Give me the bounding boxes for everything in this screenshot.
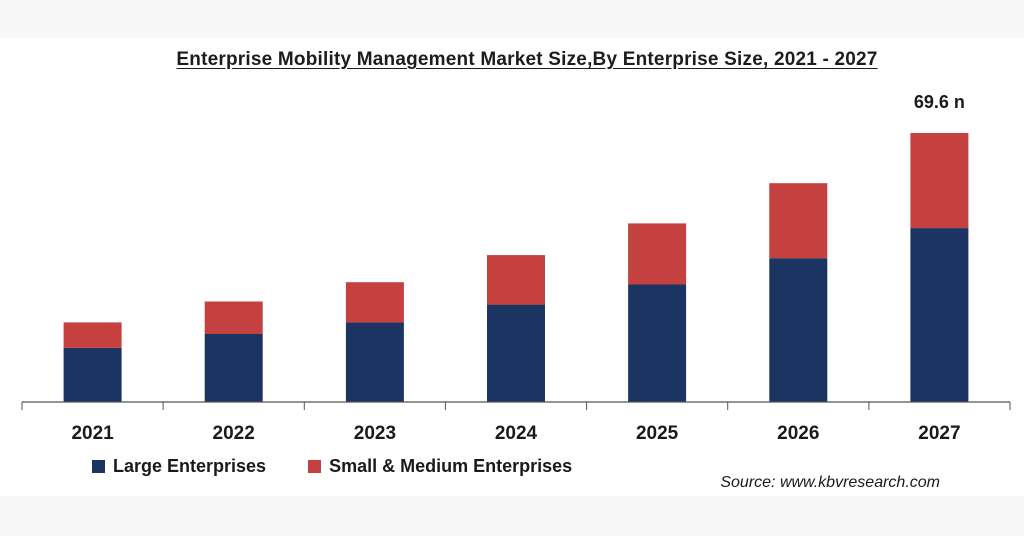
bar-large-enterprises-2024 <box>487 304 545 402</box>
data-label-2027: 69.6 n <box>914 92 965 112</box>
x-tick-label-2022: 2022 <box>213 423 255 444</box>
bar-small-medium-enterprises-2025 <box>628 223 687 285</box>
x-tick-label-2026: 2026 <box>777 423 819 444</box>
legend-item-large-enterprises: Large Enterprises <box>92 456 266 477</box>
top-band <box>0 0 1024 38</box>
bar-large-enterprises-2025 <box>628 284 687 402</box>
bar-large-enterprises-2027 <box>910 228 969 402</box>
bar-small-medium-enterprises-2024 <box>487 255 545 305</box>
legend-swatch-large-enterprises <box>92 460 105 473</box>
x-tick-label-2023: 2023 <box>354 423 396 444</box>
x-tick-label-2024: 2024 <box>495 423 538 444</box>
legend-label-large-enterprises: Large Enterprises <box>113 456 267 476</box>
chart-legend: Large Enterprises Small & Medium Enterpr… <box>92 456 614 477</box>
x-tick-label-2025: 2025 <box>636 423 679 444</box>
legend-label-small-medium-enterprises: Small & Medium Enterprises <box>329 456 573 476</box>
bar-large-enterprises-2021 <box>63 347 122 402</box>
bar-small-medium-enterprises-2023 <box>345 282 404 323</box>
bar-small-medium-enterprises-2021 <box>63 322 122 348</box>
bar-large-enterprises-2022 <box>204 334 263 402</box>
x-tick-label-2027: 2027 <box>918 423 960 444</box>
legend-swatch-small-medium-enterprises <box>308 460 322 473</box>
bar-large-enterprises-2026 <box>769 258 828 402</box>
bar-large-enterprises-2023 <box>345 322 404 402</box>
bar-small-medium-enterprises-2027 <box>910 133 969 229</box>
bar-small-medium-enterprises-2022 <box>204 301 263 334</box>
source-note: Source: www.kbvresearch.com <box>720 474 940 491</box>
bar-small-medium-enterprises-2026 <box>769 183 828 259</box>
legend-item-small-medium-enterprises: Small & Medium Enterprises <box>308 456 572 477</box>
chart-title: Enterprise Mobility Management Market Si… <box>176 49 878 70</box>
bottom-band <box>0 496 1024 536</box>
x-tick-label-2021: 2021 <box>71 423 114 444</box>
